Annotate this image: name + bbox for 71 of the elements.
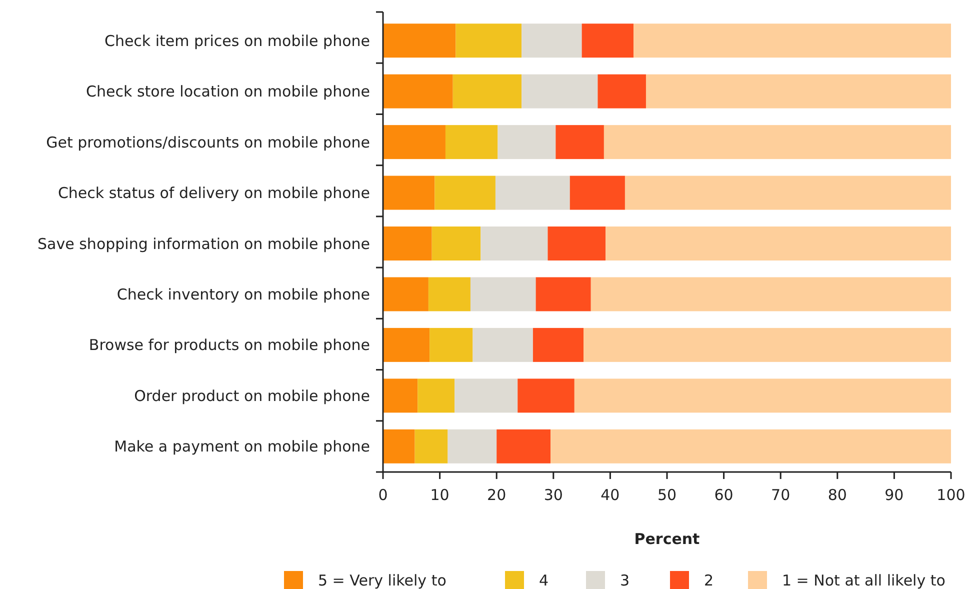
bar — [590, 277, 951, 312]
x-tick-label: 100 — [936, 486, 966, 504]
bar — [448, 429, 497, 464]
bar — [418, 378, 455, 413]
bar — [470, 277, 536, 312]
legend-label: 3 — [620, 571, 630, 589]
legend-label: 2 — [704, 571, 714, 589]
bar — [383, 378, 418, 413]
bar — [550, 429, 951, 464]
x-axis-title: Percent — [634, 530, 700, 548]
bar — [522, 24, 582, 58]
x-tick-label: 90 — [884, 486, 904, 504]
y-tick-label: Browse for products on mobile phone — [88, 336, 370, 354]
bar — [633, 24, 951, 58]
bar — [428, 277, 470, 312]
x-tick-label: 40 — [600, 486, 620, 504]
bar — [383, 24, 456, 58]
bar — [383, 176, 435, 210]
bar — [432, 226, 481, 260]
bar — [495, 176, 570, 210]
bar — [452, 74, 522, 108]
x-tick-label: 30 — [544, 486, 563, 504]
bar — [548, 226, 606, 260]
legend-label: 4 — [539, 571, 549, 589]
bar — [454, 378, 518, 413]
bar — [445, 125, 498, 160]
y-tick-label: Check store location on mobile phone — [86, 82, 370, 101]
bar — [646, 74, 951, 108]
bar — [383, 328, 430, 362]
bar — [536, 277, 591, 312]
bar — [414, 429, 448, 464]
x-tick-label: 0 — [378, 486, 388, 504]
bar — [383, 277, 428, 312]
bar — [584, 328, 951, 362]
y-tick-label: Check inventory on mobile phone — [116, 285, 370, 304]
bar — [496, 429, 551, 464]
x-tick-label: 60 — [714, 486, 734, 504]
bar — [606, 226, 951, 260]
y-tick-label: Check item prices on mobile phone — [104, 32, 370, 50]
legend-label: 5 = Very likely to — [318, 571, 446, 589]
y-tick-label: Save shopping information on mobile phone — [38, 234, 370, 253]
bar — [383, 125, 446, 160]
bar — [472, 328, 533, 362]
bar — [518, 378, 574, 413]
bar — [434, 176, 496, 210]
bar — [532, 328, 584, 362]
bar — [383, 74, 453, 108]
legend-label: 1 = Not at all likely to — [782, 571, 946, 589]
x-tick-label: 80 — [828, 486, 847, 504]
x-tick-label: 50 — [657, 486, 677, 504]
bar — [574, 378, 951, 413]
x-tick-label: 10 — [430, 486, 450, 504]
bar — [556, 125, 604, 160]
x-tick-label: 70 — [771, 486, 790, 504]
bar — [582, 24, 634, 58]
bar — [480, 226, 548, 260]
x-tick-label: 20 — [487, 486, 506, 504]
y-tick-label: Order product on mobile phone — [134, 386, 370, 405]
bar — [604, 125, 951, 160]
bar — [383, 429, 415, 464]
bar — [570, 176, 625, 210]
y-tick-label: Make a payment on mobile phone — [114, 438, 370, 456]
bar — [430, 328, 473, 362]
bar — [383, 226, 432, 260]
bar — [624, 176, 951, 210]
bar — [498, 125, 556, 160]
bar — [522, 74, 598, 108]
bar — [598, 74, 646, 108]
y-tick-label: Get promotions/discounts on mobile phone — [46, 133, 370, 152]
bar — [456, 24, 522, 58]
y-tick-label: Check status of delivery on mobile phone — [58, 184, 370, 202]
